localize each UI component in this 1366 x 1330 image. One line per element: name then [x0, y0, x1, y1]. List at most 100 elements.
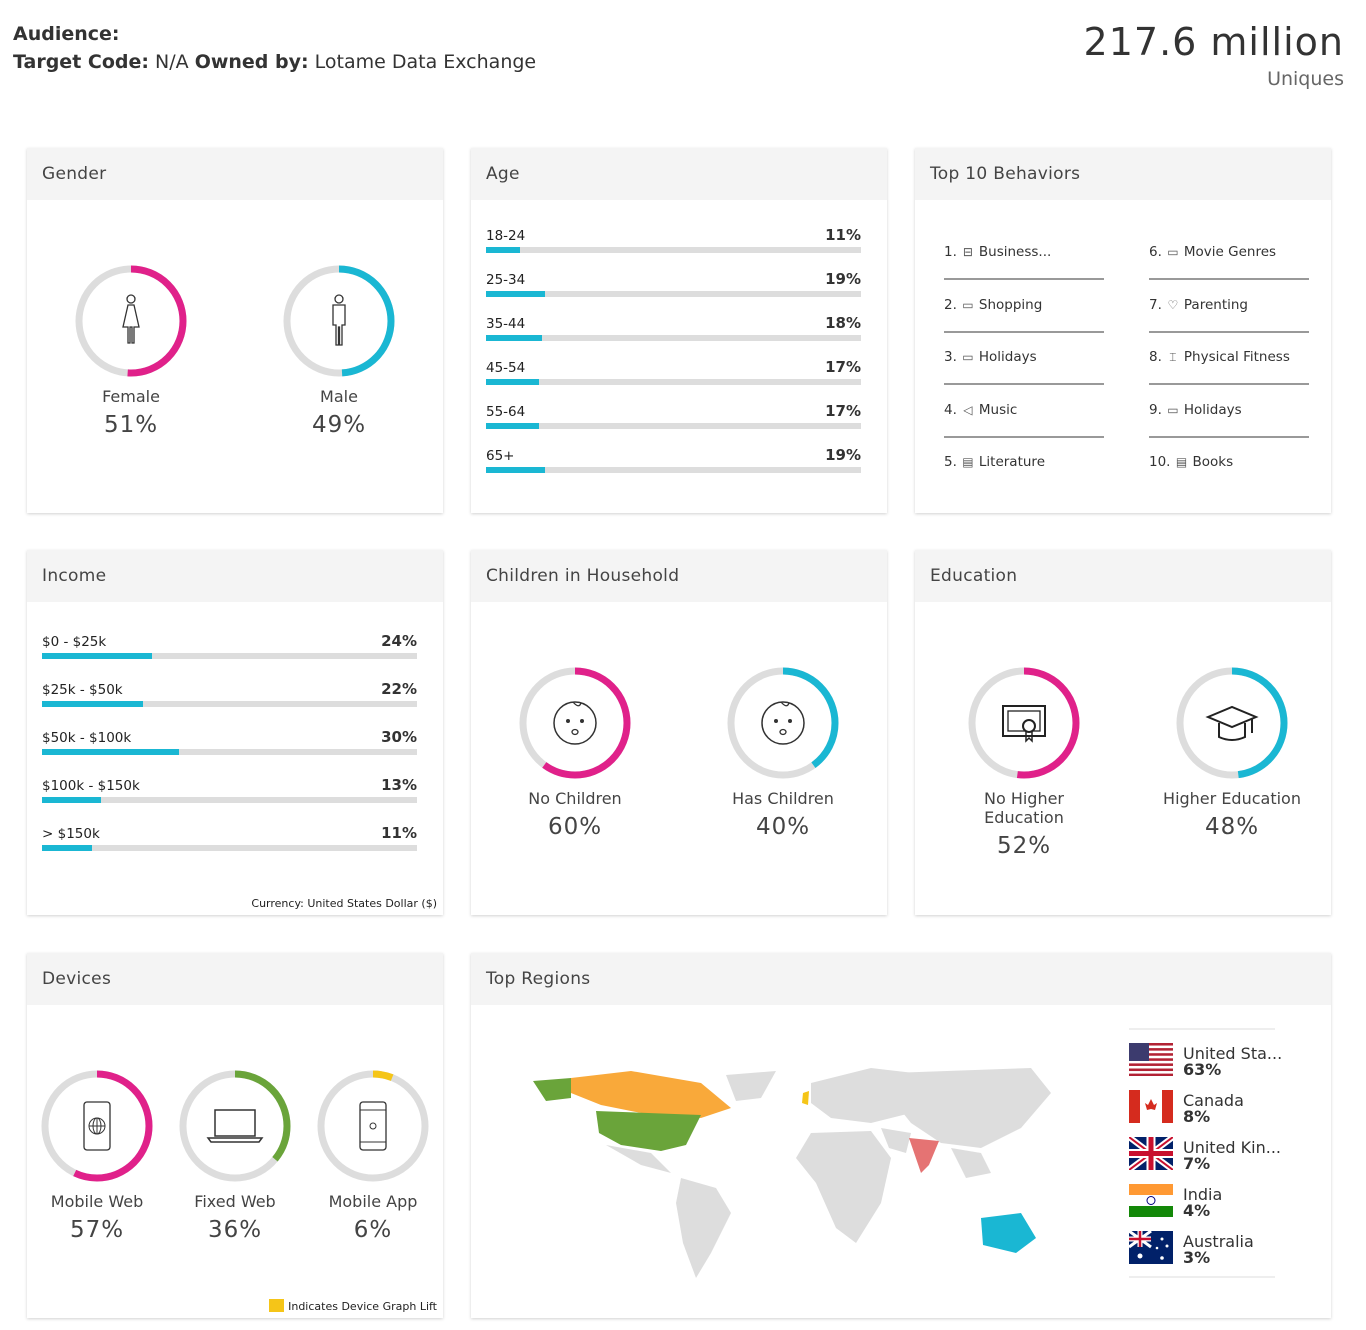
- behavior-item[interactable]: 10. ▤ Books: [1149, 438, 1309, 490]
- behavior-label: Literature: [978, 454, 1045, 470]
- mobile-web-icon: [83, 1101, 111, 1151]
- laptop-icon: [206, 1109, 264, 1143]
- donut-chart: [519, 667, 631, 779]
- bar-track: [42, 701, 417, 707]
- bar-row: 55-64 17%: [486, 396, 861, 440]
- graduation-cap-icon: [1205, 705, 1259, 741]
- bar-fill: [42, 749, 180, 755]
- donut-label: Has Children: [732, 789, 834, 808]
- bar-row: 35-44 18%: [486, 308, 861, 352]
- behavior-item[interactable]: 5. ▤ Literature: [944, 438, 1104, 490]
- bar-percent: 19%: [825, 446, 861, 464]
- behavior-rank: 9.: [1149, 401, 1162, 418]
- region-percent: 8%: [1183, 1107, 1211, 1126]
- bar-label: $25k - $50k: [42, 682, 123, 698]
- note-text: Indicates Device Graph Lift: [288, 1300, 437, 1313]
- calendar-icon: ▭: [962, 297, 974, 312]
- region-name: United Kin...: [1183, 1138, 1281, 1157]
- behavior-rank: 5.: [944, 454, 957, 470]
- bar-row: $0 - $25k 24%: [42, 626, 417, 674]
- bar-percent: 22%: [381, 680, 417, 698]
- behavior-label: Parenting: [1183, 296, 1248, 313]
- donut-fill: [283, 265, 395, 377]
- map-canada: [571, 1071, 731, 1118]
- donut-percent: 40%: [755, 814, 811, 840]
- behavior-item[interactable]: 4. ◁ Music: [944, 386, 1104, 438]
- behavior-rank: 2.: [944, 296, 957, 313]
- bar-fill: [486, 379, 540, 385]
- bar-label: $0 - $25k: [42, 634, 107, 650]
- region-item[interactable]: Canada 8%: [1129, 1090, 1279, 1137]
- behavior-label: Physical Fitness: [1183, 349, 1290, 365]
- donut-label: Mobile Web: [50, 1192, 144, 1211]
- donut-fill: [179, 1070, 291, 1182]
- bar-track: [486, 247, 861, 253]
- region-name: India: [1183, 1185, 1223, 1204]
- bar-percent: 30%: [381, 728, 417, 746]
- donut-chart: [968, 667, 1080, 779]
- behavior-rank: 1.: [944, 244, 957, 260]
- behavior-item[interactable]: 1. ⊟ Business...: [944, 228, 1104, 280]
- bar-label: > $150k: [42, 826, 100, 842]
- map-middle-east: [881, 1128, 911, 1153]
- bar-label: $100k - $150k: [42, 778, 140, 794]
- map-uk: [802, 1091, 809, 1105]
- region-name: Australia: [1183, 1232, 1254, 1251]
- audience-label: Audience:: [13, 23, 120, 45]
- income-card: Income $0 - $25k 24% $25k - $50k 22% $50…: [27, 550, 443, 915]
- map-india: [909, 1138, 939, 1173]
- donut-fill: [1176, 667, 1288, 779]
- card-title: Top Regions: [471, 953, 1331, 1005]
- behavior-item[interactable]: 8. ⌶ Physical Fitness: [1149, 333, 1309, 385]
- region-item[interactable]: Australia 3%: [1129, 1231, 1279, 1278]
- calendar-icon: ▭: [962, 350, 974, 364]
- region-item[interactable]: India 4%: [1129, 1184, 1279, 1231]
- donut-label: Female: [102, 387, 160, 406]
- behavior-item[interactable]: 9. ▭ Holidays: [1149, 386, 1309, 438]
- behavior-label: Holidays: [978, 349, 1037, 365]
- bar-fill: [486, 291, 546, 297]
- behavior-label: Shopping: [978, 296, 1043, 313]
- bar-track: [486, 423, 861, 429]
- behavior-rank: 6.: [1149, 244, 1162, 260]
- briefcase-icon: ⊟: [962, 245, 973, 259]
- donut-chart: [283, 265, 395, 377]
- bar-label: 55-64: [486, 404, 526, 420]
- device-mobile-web: Mobile Web 57%: [22, 1068, 172, 1243]
- behavior-item[interactable]: 6. ▭ Movie Genres: [1149, 228, 1309, 280]
- ticket-icon: ▭: [1167, 245, 1179, 259]
- donut-percent: 36%: [207, 1217, 263, 1243]
- bar-fill: [486, 335, 543, 341]
- hearts-icon: ♡: [1167, 297, 1179, 312]
- bar-track: [42, 749, 417, 755]
- map-mexico: [606, 1145, 671, 1173]
- behavior-rank: 7.: [1149, 296, 1162, 313]
- behavior-item[interactable]: 2. ▭ Shopping: [944, 281, 1104, 333]
- uniques-value: 217.6 million: [1083, 20, 1344, 64]
- behavior-divider: [944, 278, 1104, 280]
- behavior-item[interactable]: 3. ▭ Holidays: [944, 333, 1104, 385]
- world-map[interactable]: [511, 1053, 1071, 1313]
- map-asia: [891, 1068, 1051, 1148]
- uniques-summary: 217.6 million Uniques: [1084, 20, 1344, 90]
- card-title: Top 10 Behaviors: [915, 148, 1331, 200]
- age-card: Age 18-24 11% 25-34 19% 35-44 18% 45-54 …: [471, 148, 887, 513]
- donut-chart: [179, 1070, 291, 1182]
- book-icon: ▤: [1175, 455, 1188, 469]
- baby-face-icon: [761, 701, 805, 745]
- behavior-item[interactable]: 7. ♡ Parenting: [1149, 281, 1309, 333]
- bar-percent: 11%: [825, 226, 861, 244]
- region-item[interactable]: United Sta... 63%: [1129, 1043, 1283, 1090]
- baby-face-icon: [553, 701, 597, 745]
- region-name: United Sta...: [1183, 1044, 1283, 1063]
- bar-row: 18-24 11%: [486, 220, 861, 264]
- bar-fill: [486, 423, 540, 429]
- card-title: Income: [27, 550, 443, 602]
- map-south-america: [676, 1178, 731, 1278]
- legend-divider-top: [1129, 1028, 1275, 1030]
- card-title: Gender: [27, 148, 443, 200]
- region-item[interactable]: United Kin... 7%: [1129, 1137, 1281, 1184]
- us-flag-icon: [1129, 1043, 1173, 1076]
- device-graph-lift-note: Indicates Device Graph Lift: [269, 1299, 437, 1313]
- donut-fill: [968, 667, 1080, 779]
